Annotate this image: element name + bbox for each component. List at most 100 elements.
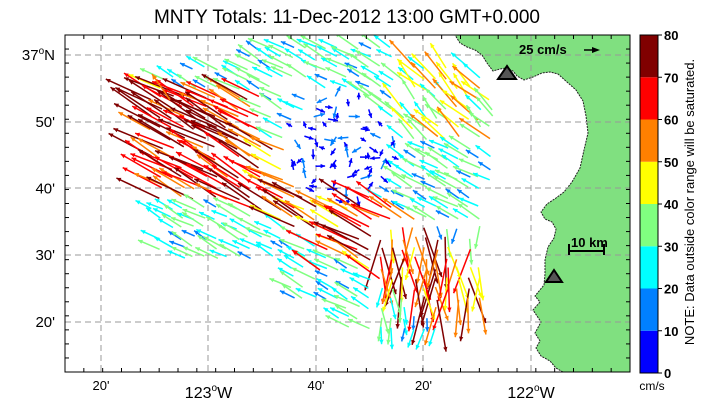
current-vector	[364, 165, 372, 171]
current-vector	[466, 297, 471, 334]
current-vector	[291, 267, 316, 280]
current-vector	[441, 154, 460, 168]
longitude-labels: 20' 123oW 40' 20' 122oW	[93, 378, 556, 402]
current-vector	[194, 75, 217, 88]
current-vector	[448, 135, 471, 150]
current-vector	[316, 97, 328, 104]
current-vector	[400, 328, 406, 342]
current-vector	[458, 197, 479, 207]
current-vector	[281, 283, 303, 299]
colorbar-swatch	[640, 288, 658, 331]
current-vector	[279, 270, 304, 288]
current-vector	[424, 306, 437, 346]
current-vector	[279, 290, 295, 299]
lat-label: 50'	[35, 114, 55, 131]
current-vector	[295, 287, 317, 298]
current-vector	[315, 107, 326, 113]
current-vector	[402, 158, 425, 170]
current-vector	[166, 198, 183, 209]
current-vector	[105, 78, 152, 101]
current-vector	[462, 62, 481, 79]
current-vector	[200, 99, 239, 118]
current-vector	[475, 96, 494, 117]
current-vector	[389, 327, 395, 350]
current-vector	[391, 189, 415, 201]
current-vector	[420, 180, 436, 189]
current-vector	[309, 184, 317, 189]
current-vector	[435, 205, 459, 220]
current-vector	[118, 111, 151, 131]
current-vector	[186, 55, 205, 68]
current-vector	[154, 236, 175, 249]
current-vector	[222, 221, 248, 238]
current-vector	[474, 225, 481, 249]
current-vector	[333, 294, 360, 308]
current-vector	[389, 140, 396, 147]
current-vector	[366, 152, 371, 160]
lon-label: 40'	[308, 378, 325, 393]
current-vector	[130, 136, 160, 159]
current-vector	[306, 75, 326, 89]
current-vector	[370, 156, 381, 161]
current-vector	[231, 239, 250, 250]
current-vector	[332, 162, 337, 170]
current-vector	[284, 47, 303, 61]
current-vector	[194, 246, 219, 259]
current-vector	[271, 181, 317, 208]
current-vector	[260, 172, 295, 188]
current-vector	[360, 137, 367, 143]
current-vector	[435, 209, 450, 218]
current-vector	[459, 123, 481, 138]
current-vector	[137, 239, 160, 250]
current-vector	[314, 73, 328, 81]
current-vector	[412, 189, 427, 201]
current-vector	[426, 249, 439, 288]
current-vector	[436, 226, 443, 240]
current-vector	[259, 86, 282, 98]
current-vector	[397, 298, 403, 323]
current-vector	[175, 99, 237, 129]
current-vector	[355, 180, 392, 208]
current-vector	[424, 103, 447, 120]
current-vector	[380, 175, 389, 184]
current-vector	[176, 73, 197, 89]
current-vector	[245, 178, 284, 199]
current-vector	[461, 177, 480, 189]
current-vector	[211, 209, 228, 218]
current-vector	[209, 249, 227, 258]
map-ticks	[64, 34, 631, 373]
current-vector	[379, 326, 384, 345]
current-vector	[326, 57, 349, 68]
current-vector	[110, 86, 152, 117]
current-vector	[243, 138, 272, 157]
current-vector	[157, 218, 174, 229]
current-vector	[384, 159, 392, 168]
current-vector	[477, 267, 485, 301]
current-vector	[346, 68, 360, 78]
current-vector	[285, 229, 328, 251]
current-vector	[373, 35, 391, 48]
current-vector	[317, 287, 338, 299]
lon-label: 20'	[415, 378, 432, 393]
current-vector	[432, 289, 449, 331]
current-vector	[120, 153, 162, 178]
current-vector	[227, 202, 251, 217]
current-vector	[403, 149, 416, 159]
current-vector	[180, 81, 216, 99]
site-marker-north	[496, 64, 518, 80]
current-vector	[244, 226, 271, 238]
current-vector	[390, 106, 414, 130]
current-vector	[468, 112, 490, 127]
current-vector	[397, 118, 415, 140]
current-vector	[170, 216, 194, 227]
current-vector	[330, 147, 337, 156]
current-vector	[304, 135, 314, 140]
current-vector	[307, 126, 317, 131]
current-vector	[313, 258, 339, 271]
current-vector	[407, 118, 428, 141]
current-vector	[377, 120, 383, 127]
current-vector	[381, 267, 394, 304]
current-vector	[224, 139, 259, 161]
current-vector	[215, 203, 241, 220]
current-vector	[329, 136, 338, 147]
